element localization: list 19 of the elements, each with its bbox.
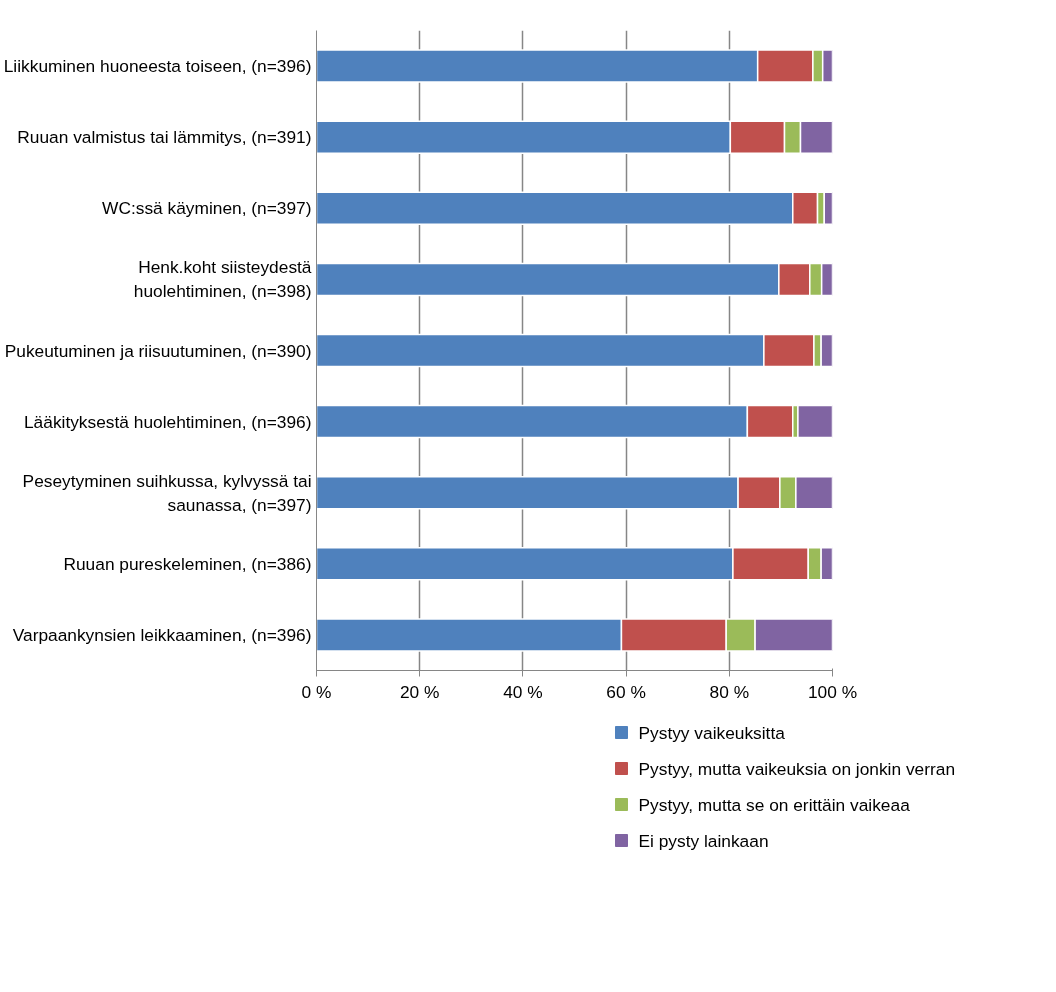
x-tick-label: 60 % [606, 681, 646, 702]
y-tick-label: Liikkuminen huoneesta toiseen, (n=396) [3, 56, 312, 77]
y-tick-label: Peseytyminen suihkussa, kylvyssä tai saunassa, (n=397) [22, 470, 312, 515]
x-tick-label: 20 % [399, 681, 440, 702]
y-tick-label: Lääkityksestä huolehtiminen, (n=396) [23, 411, 312, 432]
y-tick-label: Ruuan valmistus tai lämmitys, (n=391) [17, 127, 312, 148]
x-tick-label: 0 % [301, 681, 332, 702]
x-tick-label: 100 % [807, 681, 858, 702]
y-tick-label: Varpaankynsien leikkaaminen, (n=396) [12, 624, 312, 645]
legend-label: Ei pysty lainkaan [638, 830, 769, 851]
y-tick-label: WC:ssä käyminen, (n=397) [102, 198, 312, 219]
legend-label: Pystyy, mutta se on erittäin vaikeaa [638, 794, 911, 815]
x-tick-label: 40 % [503, 681, 543, 702]
y-tick-label: Ruuan pureskeleminen, (n=386) [63, 553, 312, 574]
legend-label: Pystyy, mutta vaikeuksia on jonkin verran [638, 758, 956, 779]
y-tick-label: Henk.koht siisteydestä huolehtiminen, (n=398) [133, 257, 312, 302]
x-tick-label: 80 % [709, 681, 750, 702]
y-tick-label: Pukeutuminen ja riisuutuminen, (n=390) [4, 340, 312, 361]
legend-label: Pystyy vaikeuksitta [638, 722, 786, 743]
